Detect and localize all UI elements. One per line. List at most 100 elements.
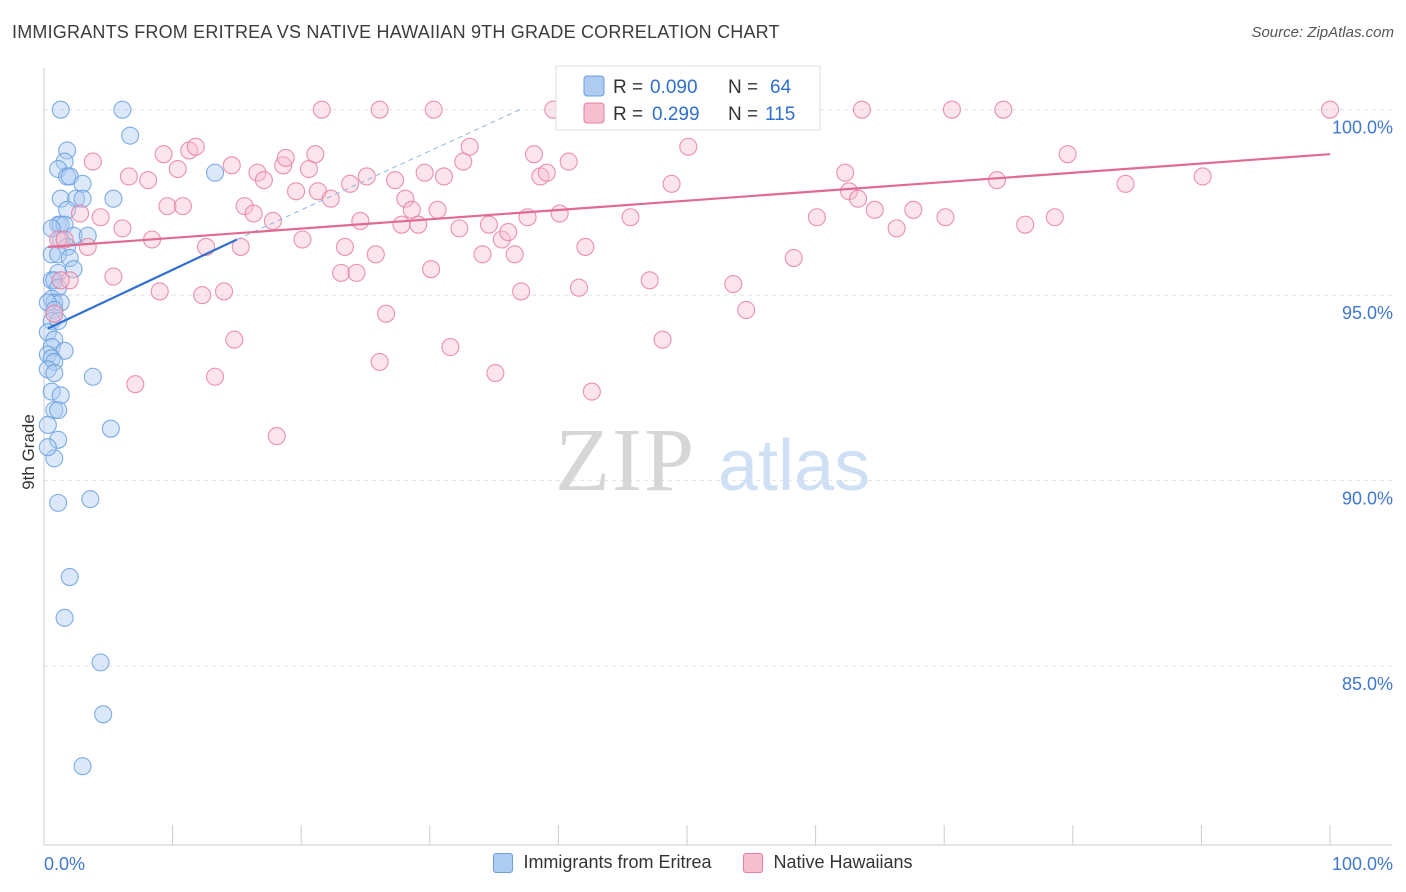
hawaiian-point-99 <box>865 200 884 219</box>
hawaiian-point-51 <box>377 304 396 323</box>
hawaiian-point-53 <box>392 215 411 234</box>
hawaiian-point-64 <box>460 137 479 156</box>
eritrea-point-33 <box>38 293 57 312</box>
hawaiian-point-70 <box>505 245 524 264</box>
hawaiian-point-6 <box>78 237 97 256</box>
watermark-zip: ZIP <box>555 411 696 510</box>
hawaiian-point-104 <box>987 171 1006 190</box>
hawaiian-point-32 <box>263 211 282 231</box>
hawaiian-point-68 <box>492 230 511 249</box>
hawaiian-point-86 <box>662 174 681 193</box>
eritrea-point-61 <box>94 705 113 724</box>
hawaiian-point-46 <box>347 263 366 282</box>
hawaiian-point-109 <box>1116 174 1135 193</box>
eritrea-point-45 <box>45 363 64 383</box>
legend-r-value-1: 0.090 <box>650 77 698 98</box>
eritrea-point-37 <box>38 323 57 342</box>
legend-item-eritrea: Immigrants from Eritrea <box>493 852 711 873</box>
eritrea-point-47 <box>42 382 61 401</box>
hawaiian-point-71 <box>512 282 531 301</box>
hawaiian-point-110 <box>1193 167 1212 186</box>
trend-lines <box>47 109 1331 330</box>
eritrea-point-59 <box>55 608 74 627</box>
eritrea-point-9 <box>205 163 225 182</box>
hawaiian-point-105 <box>994 100 1013 119</box>
eritrea-trend-extension <box>236 109 521 240</box>
x-tick-label-1: 100.0% <box>1332 854 1393 874</box>
hawaiian-point-69 <box>499 223 518 242</box>
hawaiian-point-28 <box>235 197 254 216</box>
eritrea-point-3 <box>58 141 77 160</box>
hawaiian-point-102 <box>936 208 955 227</box>
hawaiian-point-31 <box>254 171 273 190</box>
eritrea-point-16 <box>51 215 70 234</box>
y-tick-label-1: 95.0% <box>1342 303 1393 323</box>
hawaiian-point-106 <box>1016 215 1035 234</box>
hawaiian-point-81 <box>582 382 601 401</box>
hawaiian-trend-line <box>47 153 1331 249</box>
eritrea-point-52 <box>101 419 120 438</box>
hawaiian-point-101 <box>904 200 923 219</box>
legend-r-label-2: R = <box>613 104 643 125</box>
hawaiian-point-58 <box>422 260 441 279</box>
hawaiian-point-12 <box>126 375 145 394</box>
legend-r-label-1: R = <box>613 77 643 98</box>
eritrea-point-13 <box>104 189 123 208</box>
hawaiian-point-67 <box>486 363 505 383</box>
eritrea-point-10 <box>51 189 70 208</box>
hawaiian-point-45 <box>341 174 360 193</box>
eritrea-point-24 <box>60 248 79 268</box>
axes <box>43 68 1392 846</box>
hawaiian-point-84 <box>640 271 659 290</box>
hawaiian-point-79 <box>569 278 589 297</box>
hawaiian-point-78 <box>559 152 578 171</box>
hawaiian-point-96 <box>836 163 855 182</box>
legend-swatch-eritrea-bottom <box>493 852 514 873</box>
hawaiian-point-114 <box>424 100 443 119</box>
hawaiian-point-14 <box>150 282 169 301</box>
hawaiian-point-95 <box>807 208 826 227</box>
hawaiian-point-25 <box>222 156 241 175</box>
eritrea-point-50 <box>49 401 68 420</box>
hawaiian-point-20 <box>186 137 205 156</box>
hawaiian-point-37 <box>293 230 312 249</box>
hawaiian-point-5 <box>70 204 90 223</box>
legend-label-hawaiian: Native Hawaiians <box>773 852 913 872</box>
eritrea-point-54 <box>45 449 64 468</box>
hawaiian-point-88 <box>679 137 698 156</box>
eritrea-point-62 <box>73 757 92 776</box>
legend-n-value-2: 115 <box>765 104 795 125</box>
eritrea-point-57 <box>81 490 100 509</box>
eritrea-point-55 <box>38 438 57 457</box>
legend-item-hawaiian: Native Hawaiians <box>743 852 913 873</box>
hawaiian-point-112 <box>852 100 871 119</box>
eritrea-point-25 <box>64 260 83 279</box>
hawaiian-point-77 <box>550 204 569 223</box>
hawaiian-point-10 <box>113 219 132 238</box>
hawaiian-point-66 <box>479 215 499 234</box>
y-axis-label: 9th Grade <box>19 414 38 490</box>
hawaiian-point-8 <box>91 208 110 227</box>
hawaiian-point-3 <box>51 271 70 290</box>
hawaiian-point-73 <box>524 145 544 164</box>
hawaiian-point-61 <box>441 338 460 357</box>
source-label: Source: ZipAtlas.com <box>1251 24 1394 41</box>
hawaiian-point-17 <box>168 159 187 179</box>
hawaiian-point-98 <box>848 189 868 208</box>
eritrea-point-58 <box>60 568 79 587</box>
eritrea-point-0 <box>51 100 70 119</box>
eritrea-point-2 <box>121 126 140 145</box>
eritrea-trend-line <box>47 238 238 330</box>
hawaiian-point-62 <box>450 219 469 238</box>
hawaiian-point-4 <box>45 304 64 323</box>
hawaiian-point-0 <box>49 230 68 249</box>
legend-label-eritrea: Immigrants from Eritrea <box>523 852 712 872</box>
y-tick-label-2: 90.0% <box>1342 489 1393 509</box>
hawaiian-point-29 <box>244 204 263 223</box>
x-tick-labels: 0.0% 100.0% <box>44 854 1393 874</box>
hawaiian-point-15 <box>154 145 173 164</box>
y-tick-labels: 100.0% 95.0% 90.0% 85.0% <box>1332 118 1393 694</box>
legend-swatch-eritrea <box>583 75 605 97</box>
hawaiian-point-42 <box>321 189 340 208</box>
